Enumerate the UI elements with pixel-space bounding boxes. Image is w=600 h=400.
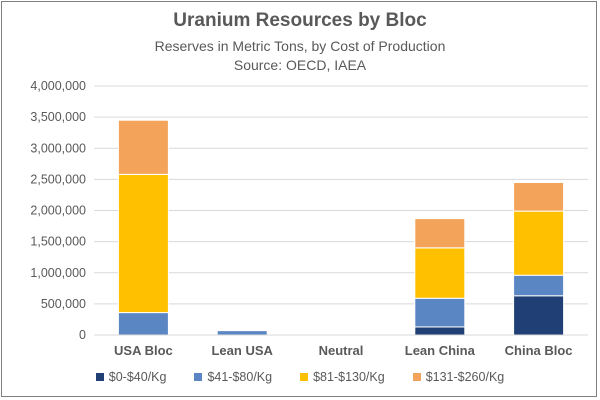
chart-source: Source: OECD, IAEA — [233, 57, 367, 73]
y-tick-label: 1,000,000 — [30, 266, 86, 280]
x-category-label: Neutral — [319, 343, 364, 358]
legend-item: $131-$260/Kg — [412, 370, 505, 384]
legend-label: $0-$40/Kg — [108, 370, 167, 384]
x-category-label: China Bloc — [505, 343, 573, 358]
y-tick-label: 2,500,000 — [30, 172, 86, 186]
bar-segment — [216, 330, 268, 336]
bar-segment — [513, 295, 565, 336]
x-category-label: USA Bloc — [114, 343, 173, 358]
y-tick-label: 2,000,000 — [30, 204, 86, 218]
y-tick-label: 0 — [79, 328, 86, 342]
bar-segment — [513, 274, 565, 297]
legend-swatch — [194, 373, 203, 381]
bar-segment — [414, 247, 466, 299]
y-tick-label: 4,000,000 — [30, 79, 86, 93]
bar-segment — [117, 119, 169, 175]
legend-swatch — [300, 373, 309, 381]
legend-swatch — [412, 373, 421, 381]
legend-item: $0-$40/Kg — [95, 370, 167, 384]
bar-segment — [414, 297, 466, 328]
legend-label: $131-$260/Kg — [425, 370, 505, 384]
bar-segment — [414, 326, 466, 336]
legend-label: $41-$80/Kg — [207, 370, 273, 384]
bar-segment — [513, 181, 565, 212]
legend-item: $81-$130/Kg — [300, 370, 385, 384]
legend-item: $41-$80/Kg — [194, 370, 272, 384]
bar-segment — [117, 312, 169, 336]
y-tick-label: 3,500,000 — [30, 110, 86, 124]
x-category-label: Lean USA — [211, 343, 273, 358]
bar-segment — [117, 173, 169, 314]
x-category-label: Lean China — [405, 343, 476, 358]
y-tick-label: 3,000,000 — [30, 141, 86, 155]
legend: $0-$40/Kg $41-$80/Kg $81-$130/Kg $131-$260/… — [2, 370, 598, 384]
y-tick-label: 1,500,000 — [30, 235, 86, 249]
chart-title: Uranium Resources by Bloc — [173, 10, 427, 31]
legend-label: $81-$130/Kg — [313, 370, 385, 384]
bar-segment — [513, 210, 565, 276]
y-tick-label: 500,000 — [41, 297, 86, 311]
bar-segment — [414, 218, 466, 249]
chart-subtitle: Reserves in Metric Tons, by Cost of Prod… — [154, 38, 446, 54]
legend-swatch — [95, 373, 104, 381]
